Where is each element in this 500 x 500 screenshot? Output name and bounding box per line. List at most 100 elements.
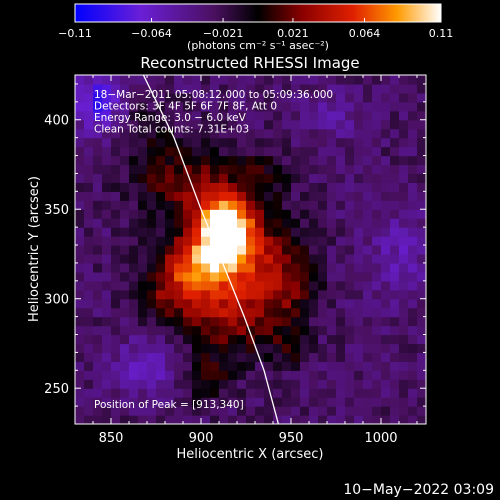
heatmap-cell xyxy=(129,280,139,291)
heatmap-cell xyxy=(201,218,211,228)
heatmap-cell xyxy=(363,218,373,228)
heatmap-cell xyxy=(84,316,94,327)
heatmap-cell xyxy=(309,271,319,282)
heatmap-cell xyxy=(390,155,400,166)
heatmap-cell xyxy=(84,406,94,416)
heatmap-cell xyxy=(138,92,148,103)
heatmap-cell xyxy=(147,352,157,362)
heatmap-cell xyxy=(372,298,382,309)
heatmap-cell xyxy=(327,262,337,273)
heatmap-cell xyxy=(327,119,337,130)
heatmap-cell xyxy=(183,227,193,237)
heatmap-cell xyxy=(138,361,148,371)
heatmap-cell xyxy=(228,200,238,210)
heatmap-cell xyxy=(102,119,112,130)
heatmap-cell xyxy=(165,128,175,139)
heatmap-cell xyxy=(165,334,175,345)
heatmap-cell xyxy=(228,218,238,228)
heatmap-cell xyxy=(129,164,139,175)
heatmap-cell xyxy=(192,83,202,94)
heatmap-cell xyxy=(219,155,229,166)
heatmap-cell xyxy=(417,343,426,354)
heatmap-cell xyxy=(408,298,418,309)
heatmap-cell xyxy=(174,388,184,398)
heatmap-cell xyxy=(300,173,310,183)
heatmap-cell xyxy=(390,137,400,148)
heatmap-cell xyxy=(156,280,166,291)
heatmap-cell xyxy=(399,155,409,166)
heatmap-cell xyxy=(363,370,373,380)
heatmap-cell xyxy=(120,227,130,237)
heatmap xyxy=(75,75,426,424)
heatmap-cell xyxy=(408,370,418,380)
heatmap-cell xyxy=(228,173,238,183)
heatmap-cell xyxy=(255,164,265,175)
heatmap-cell xyxy=(219,75,229,85)
heatmap-cell xyxy=(318,253,328,264)
heatmap-cell xyxy=(192,253,202,264)
heatmap-cell xyxy=(192,280,202,291)
heatmap-cell xyxy=(345,298,355,309)
heatmap-cell xyxy=(183,200,193,210)
heatmap-cell xyxy=(399,182,409,192)
heatmap-cell xyxy=(246,191,256,201)
heatmap-cell xyxy=(183,236,193,246)
heatmap-cell xyxy=(84,325,94,336)
heatmap-cell xyxy=(237,298,247,309)
heatmap-cell xyxy=(75,307,85,318)
heatmap-cell xyxy=(264,325,274,336)
heatmap-cell xyxy=(219,92,229,103)
heatmap-cell xyxy=(291,164,301,175)
heatmap-cell xyxy=(192,236,202,246)
heatmap-cell xyxy=(219,227,229,237)
heatmap-cell xyxy=(120,245,130,255)
heatmap-cell xyxy=(219,289,229,300)
heatmap-cell xyxy=(336,236,346,246)
heatmap-cell xyxy=(399,245,409,255)
heatmap-cell xyxy=(183,343,193,354)
heatmap-cell xyxy=(111,128,121,139)
heatmap-cell xyxy=(381,236,391,246)
heatmap-cell xyxy=(264,379,274,389)
heatmap-cell xyxy=(147,236,157,246)
heatmap-cell xyxy=(327,110,337,121)
heatmap-cell xyxy=(354,253,364,264)
heatmap-cell xyxy=(372,325,382,336)
heatmap-cell xyxy=(219,334,229,345)
heatmap-cell xyxy=(399,262,409,273)
heatmap-cell xyxy=(255,370,265,380)
heatmap-cell xyxy=(408,227,418,237)
heatmap-cell xyxy=(318,110,328,121)
heatmap-cell xyxy=(120,334,130,345)
heatmap-cell xyxy=(147,406,157,416)
heatmap-cell xyxy=(111,253,121,264)
heatmap-cell xyxy=(300,75,310,85)
heatmap-cell xyxy=(84,397,94,407)
heatmap-cell xyxy=(120,262,130,273)
heatmap-cell xyxy=(138,110,148,121)
heatmap-cell xyxy=(273,236,283,246)
heatmap-cell xyxy=(138,137,148,148)
heatmap-cell xyxy=(300,415,310,424)
heatmap-cell xyxy=(381,146,391,157)
heatmap-cell xyxy=(183,92,193,103)
heatmap-cell xyxy=(309,110,319,121)
heatmap-cell xyxy=(84,298,94,309)
heatmap-cell xyxy=(219,388,229,398)
heatmap-cell xyxy=(300,245,310,255)
heatmap-cell xyxy=(237,227,247,237)
heatmap-cell xyxy=(273,128,283,139)
heatmap-cell xyxy=(75,227,85,237)
heatmap-cell xyxy=(192,370,202,380)
heatmap-cell xyxy=(372,316,382,327)
heatmap-cell xyxy=(417,397,426,407)
heatmap-cell xyxy=(336,343,346,354)
heatmap-cell xyxy=(147,92,157,103)
heatmap-cell xyxy=(165,92,175,103)
heatmap-cell xyxy=(381,128,391,139)
heatmap-cell xyxy=(201,92,211,103)
heatmap-cell xyxy=(75,253,85,264)
heatmap-cell xyxy=(183,415,193,424)
heatmap-cell xyxy=(390,397,400,407)
heatmap-cell xyxy=(129,370,139,380)
